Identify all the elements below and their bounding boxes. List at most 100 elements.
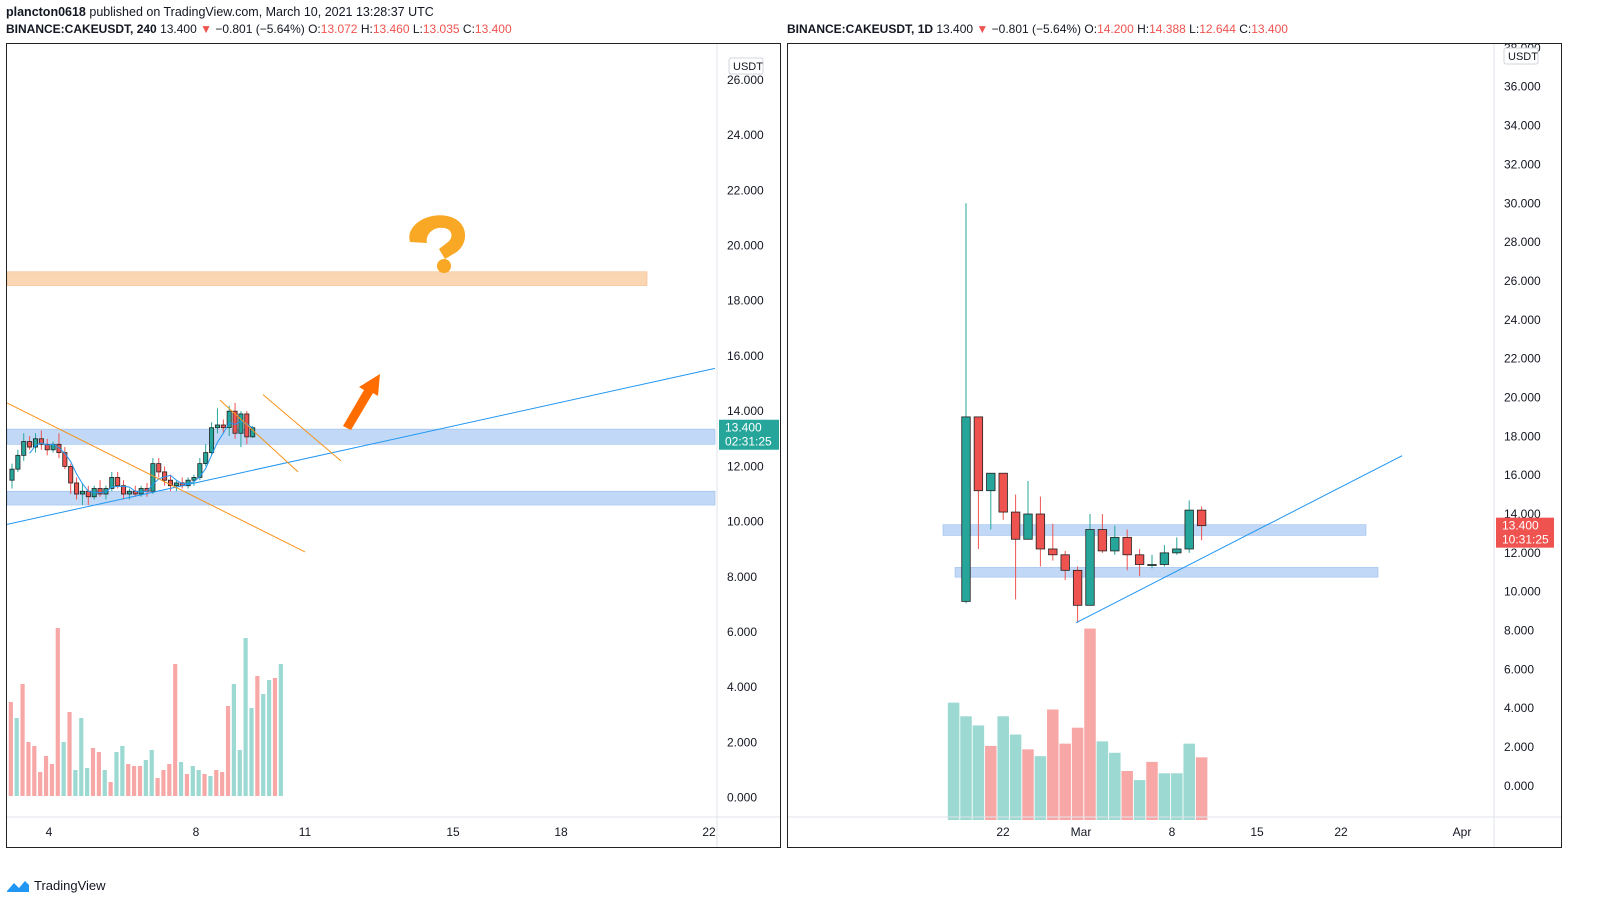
volume-bar [1034,756,1047,820]
candle-body [74,482,80,495]
currency-label-box [1503,47,1539,65]
candle-body [109,477,115,489]
time-tick-label: 8 [193,825,200,839]
price-tick-label: 14.000 [727,404,764,418]
candle-body [79,490,85,495]
time-tick-label: 22 [702,825,716,839]
question-mark-dot-icon [437,259,451,273]
candle-body [126,490,132,495]
volume-bar [49,764,55,796]
price-tick-label: 6.000 [727,625,757,639]
price-tick-label: 36.000 [1504,80,1541,94]
price-tick-label: 30.000 [1504,196,1541,210]
candle-body [1060,554,1070,571]
price-tick-label: 4.000 [727,680,757,694]
price-tick-label: 20.000 [1504,390,1541,404]
candle-body [961,416,971,602]
volume-bar [278,664,283,796]
volume-bar [249,708,254,796]
volume-bar [126,764,131,796]
chart-4h-svg[interactable]: 26.000 24.000 22.000 20.000 18.000 16.000 14.0… [2,44,780,847]
legend-left-symbol: BINANCE:CAKEUSDT [6,22,131,36]
candle-body [150,463,156,492]
volume-bar [190,766,195,796]
volume-bar [114,752,119,796]
legend-left-open: 13.072 [320,22,358,36]
candle-body [1010,511,1021,540]
candle-body [220,424,226,429]
price-tick-label: 2.000 [727,735,757,749]
volume-bar [231,684,236,796]
candle-body [68,465,74,484]
candle-body [232,410,238,434]
zone-blue-1 [6,428,716,445]
zone-orange-0 [6,271,648,286]
volume-bar [267,680,272,796]
time-tick-label: 4 [46,825,53,839]
price-tick-label: 34.000 [1504,119,1541,133]
ascending-trendline [6,367,716,525]
candle-body [115,477,121,487]
question-mark-icon [409,215,466,259]
volume-bar [1084,628,1096,820]
descending-channel-line [6,402,306,553]
candle-body [1110,536,1120,552]
price-tick-label: 12.000 [727,459,764,473]
time-tick-label: Apr [1453,825,1472,839]
chart-panel-1d[interactable]: 38.00036.00034.00032.00030.00028.00026.0… [787,41,1562,848]
currency-label-box [728,57,764,75]
time-tick-label: 22 [1334,825,1348,839]
volume-bar [108,782,113,796]
volume-bar [131,766,137,796]
price-countdown: 02:31:25 [725,435,772,449]
candle-body [1035,513,1046,550]
price-tick-label: 28.000 [1504,235,1541,249]
price-tick-label: 8.000 [727,570,757,584]
volume-bar [208,776,213,796]
volume-bar [1009,734,1022,820]
volume-bar [67,712,72,796]
candle-body [1184,509,1194,550]
candle-body [38,438,44,445]
candle-body [191,477,197,481]
volume-bar [960,716,972,820]
zone-blue-2 [6,490,716,506]
volume-bar [73,770,78,796]
price-tick-label: 14.000 [1504,507,1541,521]
volume-bar [1096,741,1109,820]
price-badge [719,419,779,450]
volume-bar [1146,761,1158,820]
volume-bar [237,750,242,796]
volume-bar [261,694,266,796]
legend-left-high: 13.460 [372,22,410,36]
volume-bar [85,768,90,796]
volume-bar [225,706,231,796]
candle-body [97,488,103,495]
candle-body [998,472,1008,513]
legend-left-low: 13.035 [422,22,460,36]
time-tick-label: 18 [554,825,568,839]
volume-bar [1158,773,1171,820]
candle-body [27,441,33,448]
chart-panel-4h[interactable]: 26.000 24.000 22.000 20.000 18.000 16.000 14.0… [2,43,781,848]
candle-body [1048,548,1058,556]
legend-right-open: 14.200 [1097,22,1134,36]
volume-bar [55,628,60,796]
volume-bar [1133,780,1146,820]
price-tick-label: 2.000 [1504,740,1534,754]
tradingview-footer[interactable]: TradingView [6,878,106,893]
candle-body [103,488,109,495]
candle-body [56,443,62,453]
legend-right: BINANCE:CAKEUSDT, 1D 13.400 ▼ −0.801 (−5… [787,22,1288,36]
candle-body [238,413,244,434]
candle-body [138,488,144,495]
flag-upper-line [262,394,342,462]
down-arrow-icon: ▼ [200,22,212,36]
chart-1d-svg[interactable]: 38.00036.00034.00032.00030.00028.00026.0… [788,41,1561,847]
candle-body [1147,564,1157,566]
volume-bar [1047,709,1059,820]
volume-bar [1071,727,1084,820]
price-tick-label: 18.000 [1504,429,1541,443]
price-badge-value: 13.400 [725,421,762,435]
legend-right-close: 13.400 [1251,22,1288,36]
